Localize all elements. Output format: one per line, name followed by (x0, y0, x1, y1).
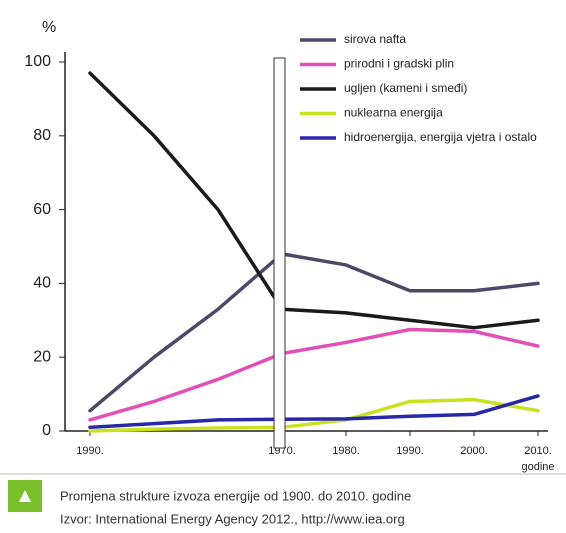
series-line (88, 394, 540, 430)
series-line (88, 252, 540, 413)
caption-title: Promjena strukture izvoza energije od 19… (60, 488, 411, 503)
x-tick-label: 1990. (76, 445, 104, 457)
y-tick-label: 20 (33, 348, 51, 365)
legend-label: ugljen (kameni i smeđi) (344, 81, 467, 95)
legend-label: nuklearna energija (344, 106, 443, 120)
y-tick-label: 80 (33, 127, 51, 144)
legend-label: hidroenergija, energija vjetra i ostalo (344, 130, 537, 144)
caption-icon-arrow (19, 490, 31, 502)
series-line (88, 71, 540, 330)
y-tick-label: 60 (33, 201, 51, 218)
x-tick-label: 1980. (332, 445, 360, 457)
y-tick-label: 100 (24, 53, 51, 70)
legend-label: prirodni i gradski plin (344, 57, 454, 71)
caption-source: Izvor: International Energy Agency 2012.… (60, 511, 405, 526)
x-tick-label: 2010. (524, 445, 552, 457)
y-tick-label: 0 (42, 422, 51, 439)
x-axis-label: godine (521, 461, 554, 473)
legend-label: sirova nafta (344, 32, 406, 46)
x-tick-label: 1990. (396, 445, 424, 457)
y-axis-label: % (42, 19, 56, 36)
series-line (88, 327, 540, 422)
series-line (88, 397, 540, 433)
x-tick-label: 2000. (460, 445, 488, 457)
y-tick-label: 40 (33, 275, 51, 292)
axis-break (273, 57, 286, 449)
